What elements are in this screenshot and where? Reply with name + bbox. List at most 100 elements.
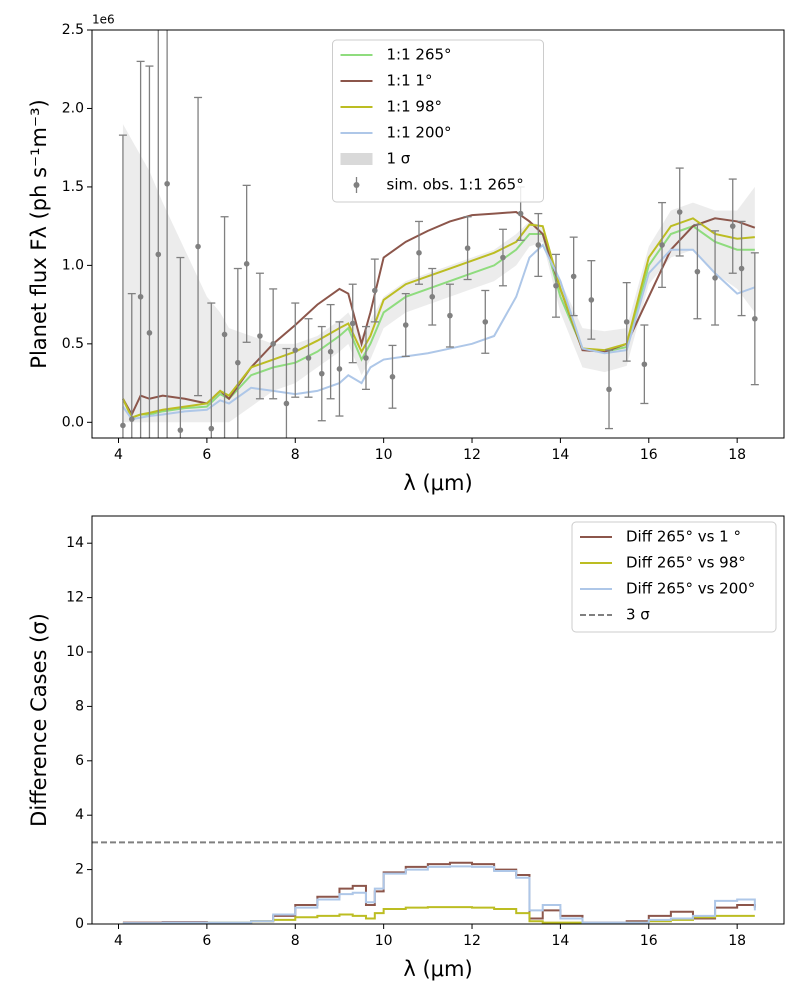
x-tick-label: 14 bbox=[551, 447, 569, 463]
x-tick-label: 6 bbox=[202, 933, 211, 949]
obs-point bbox=[336, 366, 343, 372]
x-tick-label: 8 bbox=[291, 933, 300, 949]
obs-point bbox=[146, 330, 153, 336]
y-tick-label: 0 bbox=[75, 916, 84, 932]
obs-point bbox=[676, 209, 683, 215]
x-tick-label: 12 bbox=[463, 933, 481, 949]
y-tick-label: 4 bbox=[75, 807, 84, 823]
plot-area bbox=[118, 30, 759, 438]
x-tick-label: 10 bbox=[375, 447, 393, 463]
legend-label: 3 σ bbox=[626, 606, 650, 624]
y-axis-label: Planet flux Fλ (ph s⁻¹m⁻³) bbox=[27, 99, 51, 368]
obs-point bbox=[429, 293, 436, 300]
y-tick-label: 1.5 bbox=[62, 179, 84, 195]
obs-point bbox=[694, 268, 701, 275]
obs-point bbox=[738, 265, 745, 272]
obs-point bbox=[500, 254, 506, 261]
legend-label: Diff 265° vs 200° bbox=[626, 580, 755, 598]
x-tick-label: 4 bbox=[114, 933, 123, 949]
legend-swatch bbox=[353, 182, 360, 188]
obs-point bbox=[164, 180, 170, 187]
obs-point bbox=[363, 355, 369, 361]
x-tick-label: 6 bbox=[202, 447, 211, 463]
obs-point bbox=[270, 341, 276, 347]
obs-point bbox=[659, 242, 665, 248]
y-tick-label: 2.0 bbox=[62, 100, 84, 116]
legend-label: 1:1 1° bbox=[387, 72, 433, 90]
obs-point bbox=[402, 322, 409, 328]
step-line bbox=[122, 865, 756, 924]
plot: 4 6 8 10 12 14 16 18 0.0 0.5 1.0 1.5 2.0 2.5 λ (μm) Pla… bbox=[27, 13, 785, 495]
y-tick-label: 2 bbox=[75, 862, 84, 878]
obs-point bbox=[318, 370, 325, 377]
x-tick-label: 4 bbox=[114, 447, 123, 463]
obs-point bbox=[137, 293, 144, 300]
y-tick-label: 8 bbox=[75, 698, 84, 714]
y-tick-label: 10 bbox=[66, 644, 84, 660]
legend-swatch bbox=[340, 153, 373, 165]
x-tick-label: 18 bbox=[728, 933, 746, 949]
x-axis-label: λ (μm) bbox=[403, 957, 472, 981]
obs-point bbox=[155, 251, 162, 258]
obs-point bbox=[128, 416, 135, 422]
obs-point bbox=[177, 427, 184, 433]
obs-point bbox=[243, 261, 250, 267]
obs-point bbox=[712, 275, 718, 281]
legend-label: 1 σ bbox=[387, 150, 411, 168]
obs-point bbox=[641, 361, 648, 368]
axes-frame bbox=[91, 29, 785, 439]
obs-point bbox=[464, 245, 471, 251]
obs-point bbox=[327, 348, 334, 355]
x-tick-label: 14 bbox=[551, 933, 569, 949]
model-line bbox=[122, 243, 756, 421]
obs-point bbox=[283, 400, 290, 407]
plot-area bbox=[92, 841, 784, 924]
step-line bbox=[122, 861, 756, 924]
x-tick-label: 10 bbox=[375, 933, 393, 949]
obs-point bbox=[257, 333, 263, 339]
axes-frame bbox=[91, 515, 785, 925]
legend: 1:1 265° 1:1 1° 1:1 98° 1:1 200° 1 σ sim. obs… bbox=[332, 39, 544, 203]
y-tick-label: 12 bbox=[66, 590, 84, 606]
legend-label: Diff 265° vs 1 ° bbox=[626, 528, 741, 546]
obs-point bbox=[120, 422, 126, 429]
obs-point bbox=[752, 315, 758, 322]
y-tick-label: 0.5 bbox=[62, 336, 84, 352]
y-tick-label: 14 bbox=[66, 535, 84, 551]
obs-point bbox=[195, 243, 201, 250]
x-tick-label: 16 bbox=[640, 447, 658, 463]
obs-point bbox=[372, 287, 378, 294]
obs-point bbox=[447, 312, 453, 319]
obs-point bbox=[221, 331, 228, 338]
model-line bbox=[122, 217, 755, 419]
y-tick-label: 6 bbox=[75, 753, 84, 769]
obs-point bbox=[416, 250, 422, 256]
obs-point bbox=[349, 320, 356, 327]
x-tick-label: 8 bbox=[291, 447, 300, 463]
y-tick-label: 2.5 bbox=[62, 22, 84, 38]
obs-point bbox=[305, 355, 312, 361]
obs-point bbox=[535, 242, 542, 248]
obs-point bbox=[588, 297, 595, 303]
obs-point bbox=[623, 319, 630, 325]
obs-point bbox=[208, 425, 215, 432]
obs-point bbox=[729, 223, 736, 229]
legend-label: 1:1 200° bbox=[387, 124, 452, 142]
obs-point bbox=[389, 374, 396, 380]
obs-point bbox=[517, 210, 524, 217]
x-tick-label: 12 bbox=[463, 447, 481, 463]
legend: Diff 265° vs 1 ° Diff 265° vs 98° Diff 265… bbox=[571, 521, 777, 633]
x-axis-label: λ (μm) bbox=[403, 471, 472, 495]
y-tick-label: 1.0 bbox=[62, 257, 84, 273]
legend-label: sim. obs. 1:1 265° bbox=[387, 176, 524, 194]
obs-point bbox=[482, 319, 489, 325]
plot: 4 6 8 10 12 14 16 18 0 2 4 6 8 10 12 14 λ (μm) Difference… bbox=[27, 515, 785, 981]
obs-point bbox=[235, 359, 241, 366]
legend-label: 1:1 98° bbox=[387, 98, 443, 116]
obs-point bbox=[292, 347, 299, 353]
legend-box bbox=[332, 39, 544, 203]
legend-label: Diff 265° vs 98° bbox=[626, 554, 746, 572]
x-tick-label: 18 bbox=[728, 447, 746, 463]
x-tick-label: 16 bbox=[640, 933, 658, 949]
